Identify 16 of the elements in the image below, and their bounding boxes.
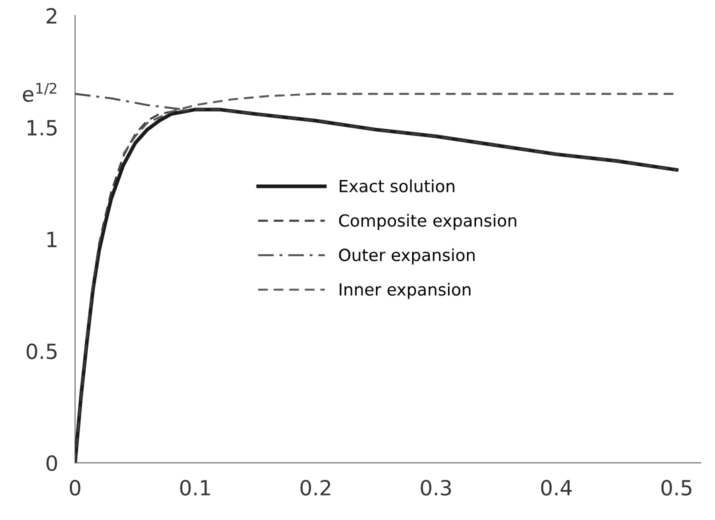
x-tick-label: 0.2 [300, 480, 330, 496]
y-tick-label: 0.5 [26, 343, 57, 360]
x-tick-label: 0.5 [661, 480, 692, 496]
y-tick-label: 0 [46, 455, 58, 472]
legend-label: Inner expansion [340, 282, 470, 299]
x-tick-label: 0.4 [541, 480, 572, 496]
y-tick-label: 1 [47, 232, 56, 248]
x-tick-label: 0.3 [420, 480, 451, 496]
y-tick-label: 2 [46, 8, 56, 24]
legend-label: Composite expansion [339, 214, 516, 230]
x-tick-label: 0.1 [180, 480, 210, 496]
legend-label: Exact solution [340, 179, 454, 192]
x-tick-label: 0 [70, 480, 80, 496]
y-tick-label: 1.5 [28, 120, 57, 136]
legend-label: Outer expansion [339, 248, 475, 264]
y-tick-label: e$^{1/2}$ [22, 82, 56, 102]
